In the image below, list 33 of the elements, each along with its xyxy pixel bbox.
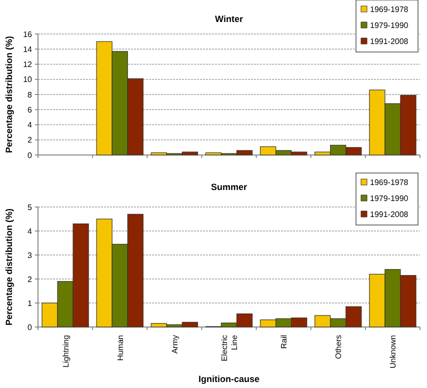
y-tick-label: 4 [28,120,33,130]
y-tick-label: 4 [28,226,33,236]
x-tick-label: Others [334,335,344,360]
x-tick-label: Lightning [61,335,70,368]
legend-label: 1991-2008 [370,210,409,219]
legend-label: 1979-1990 [370,20,409,30]
x-axis-title: Ignition-cause [198,374,260,384]
chart-title: Winter [215,14,244,24]
y-tick-label: 2 [28,136,33,145]
x-tick-label: Rail [280,334,289,349]
x-tick-label: Unknown [388,335,398,368]
y-tick-label: 6 [28,105,33,114]
x-tick-label: Electric Line [220,334,239,362]
legend-label: 1979-1990 [370,194,409,203]
y-tick-label: 14 [23,44,33,54]
y-tick-label: 10 [23,75,33,84]
y-tick-label: 1 [28,298,33,308]
y-axis-title: Percentage distribution (%) [4,36,14,154]
y-tick-label: 12 [23,60,33,70]
y-tick-label: 0 [28,322,33,332]
legend-label: 1991-2008 [370,36,409,46]
y-tick-label: 3 [28,250,33,260]
y-tick-label: 8 [28,90,33,100]
y-tick-label: 0 [28,150,33,160]
x-tick-label: Human [116,335,125,361]
y-tick-label: 16 [23,30,33,39]
y-axis-title: Percentage distribution (%) [4,208,14,326]
y-tick-label: 5 [28,202,33,212]
y-tick-label: 2 [28,274,33,284]
legend-label: 1969-1978 [370,178,409,187]
x-tick-label: Army [170,335,180,354]
legend-label: 1969-1978 [370,4,409,14]
chart-title: Summer [210,182,248,192]
